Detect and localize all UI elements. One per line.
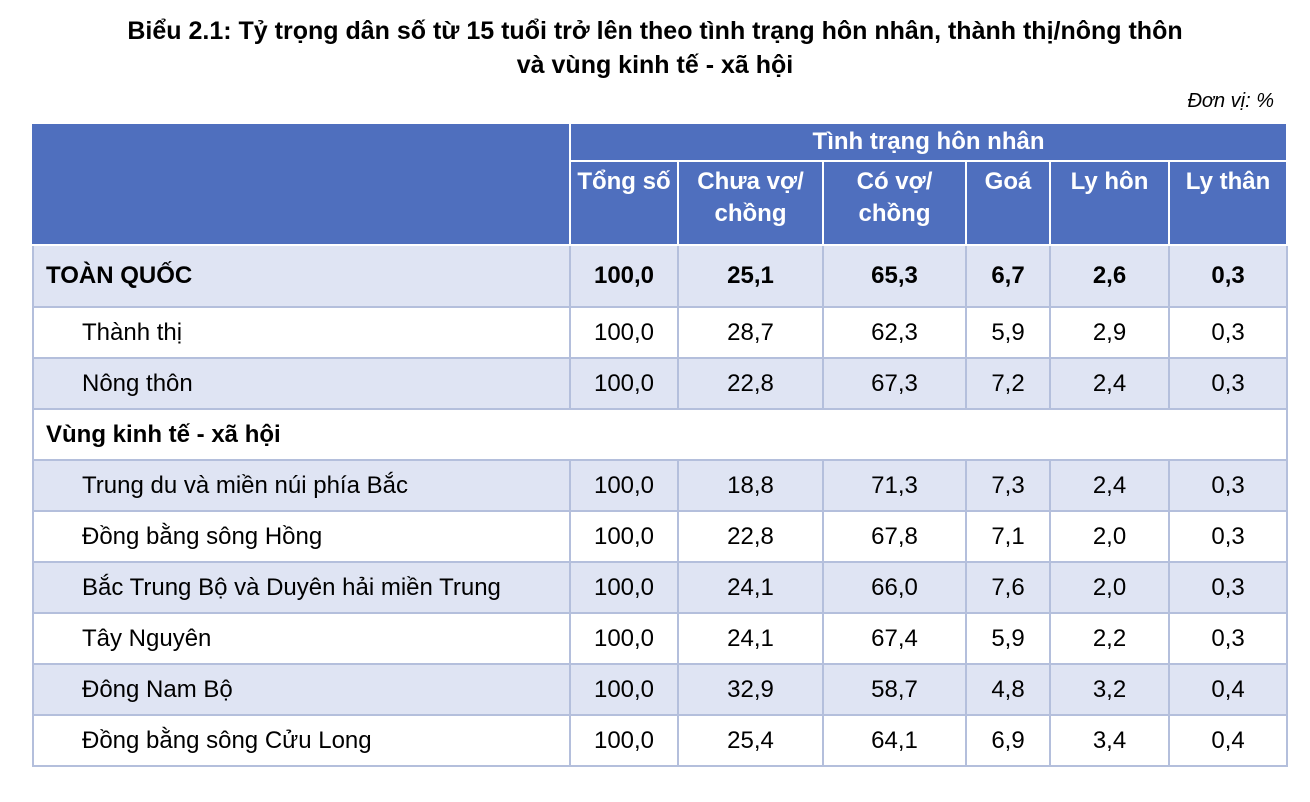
cell-value: 100,0 (569, 714, 679, 767)
cell-value: 100,0 (569, 561, 679, 614)
cell-value: 2,9 (1049, 306, 1170, 359)
row-label: Tây Nguyên (32, 612, 571, 665)
title-line-1: Biểu 2.1: Tỷ trọng dân số từ 15 tuổi trở… (127, 17, 1183, 45)
row-label: Thành thị (32, 306, 571, 359)
cell-value: 0,3 (1167, 612, 1289, 665)
cell-value: 22,8 (677, 357, 824, 410)
cell-value: 100,0 (569, 663, 679, 716)
header-corner (32, 122, 571, 246)
row-label: Đồng bằng sông Hồng (32, 510, 571, 563)
cell-value: 71,3 (822, 459, 967, 512)
table-row: Bắc Trung Bộ và Duyên hải miền Trung 100… (32, 561, 1289, 614)
cell-value: 100,0 (569, 510, 679, 563)
table-row: Nông thôn 100,0 22,8 67,3 7,2 2,4 0,3 (32, 357, 1289, 410)
cell-value: 24,1 (677, 612, 824, 665)
cell-value: 62,3 (822, 306, 967, 359)
cell-value: 67,8 (822, 510, 967, 563)
cell-value: 0,4 (1167, 714, 1289, 767)
cell-value: 22,8 (677, 510, 824, 563)
cell-value: 0,3 (1167, 244, 1289, 308)
row-label: Nông thôn (32, 357, 571, 410)
cell-value: 0,3 (1167, 561, 1289, 614)
cell-value: 2,4 (1049, 459, 1170, 512)
row-label: Đông Nam Bộ (32, 663, 571, 716)
section-label: Vùng kinh tế - xã hội (31, 408, 1289, 461)
cell-value: 28,7 (677, 306, 824, 359)
cell-value: 100,0 (569, 306, 679, 359)
row-label: Trung du và miền núi phía Bắc (32, 459, 571, 512)
cell-value: 7,2 (965, 357, 1051, 410)
cell-value: 32,9 (677, 663, 824, 716)
cell-value: 5,9 (965, 306, 1051, 359)
cell-value: 67,3 (822, 357, 967, 410)
cell-value: 66,0 (822, 561, 967, 614)
cell-value: 5,9 (965, 612, 1051, 665)
cell-value: 0,4 (1167, 663, 1289, 716)
cell-value: 4,8 (965, 663, 1051, 716)
cell-value: 3,2 (1049, 663, 1170, 716)
cell-value: 0,3 (1167, 459, 1289, 512)
table-row: Thành thị 100,0 28,7 62,3 5,9 2,9 0,3 (32, 306, 1289, 359)
cell-value: 2,2 (1049, 612, 1170, 665)
cell-value: 100,0 (569, 612, 679, 665)
cell-value: 24,1 (677, 561, 824, 614)
cell-value: 25,1 (677, 244, 824, 308)
cell-value: 58,7 (822, 663, 967, 716)
table-row: Tây Nguyên 100,0 24,1 67,4 5,9 2,2 0,3 (32, 612, 1289, 665)
row-label: TOÀN QUỐC (32, 244, 571, 308)
row-label: Bắc Trung Bộ và Duyên hải miền Trung (32, 561, 571, 614)
cell-value: 2,6 (1049, 244, 1170, 308)
col-header-separated: Ly thân (1167, 160, 1289, 246)
col-header-divorced: Ly hôn (1049, 160, 1170, 246)
title-line-2: và vùng kinh tế - xã hội (516, 51, 794, 79)
cell-value: 6,7 (965, 244, 1051, 308)
cell-value: 2,0 (1049, 510, 1170, 563)
cell-value: 67,4 (822, 612, 967, 665)
cell-value: 7,6 (965, 561, 1051, 614)
col-header-married: Có vợ/ chồng (822, 160, 967, 246)
col-header-never-married: Chưa vợ/ chồng (677, 160, 824, 246)
cell-value: 100,0 (569, 459, 679, 512)
cell-value: 7,3 (965, 459, 1051, 512)
cell-value: 100,0 (569, 357, 679, 410)
table-row: Trung du và miền núi phía Bắc 100,0 18,8… (32, 459, 1289, 512)
cell-value: 0,3 (1167, 357, 1289, 410)
section-row: Vùng kinh tế - xã hội (31, 408, 1289, 461)
cell-value: 65,3 (822, 244, 967, 308)
data-table: Tình trạng hôn nhân Tổng số Chưa vợ/ chồ… (31, 122, 1289, 767)
cell-value: 2,0 (1049, 561, 1170, 614)
cell-value: 18,8 (677, 459, 824, 512)
cell-value: 0,3 (1167, 306, 1289, 359)
cell-value: 3,4 (1049, 714, 1170, 767)
header-group-marital-status: Tình trạng hôn nhân (568, 122, 1289, 162)
cell-value: 64,1 (822, 714, 967, 767)
cell-value: 2,4 (1049, 357, 1170, 410)
cell-value: 7,1 (965, 510, 1051, 563)
table-row: Đồng bằng sông Cửu Long 100,0 25,4 64,1 … (32, 714, 1289, 767)
table-row: TOÀN QUỐC 100,0 25,1 65,3 6,7 2,6 0,3 (32, 244, 1289, 308)
cell-value: 6,9 (965, 714, 1051, 767)
cell-value: 100,0 (569, 244, 679, 308)
table-title: Biểu 2.1: Tỷ trọng dân số từ 15 tuổi trở… (0, 14, 1310, 82)
table-row: Đông Nam Bộ 100,0 32,9 58,7 4,8 3,2 0,4 (32, 663, 1289, 716)
cell-value: 25,4 (677, 714, 824, 767)
row-label: Đồng bằng sông Cửu Long (32, 714, 571, 767)
col-header-widowed: Goá (965, 160, 1051, 246)
col-header-total: Tổng số (569, 160, 679, 246)
unit-label: Đơn vị: % (1187, 90, 1274, 112)
cell-value: 0,3 (1167, 510, 1289, 563)
table-row: Đồng bằng sông Hồng 100,0 22,8 67,8 7,1 … (32, 510, 1289, 563)
